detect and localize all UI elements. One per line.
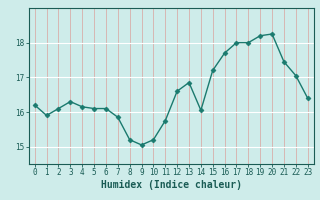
X-axis label: Humidex (Indice chaleur): Humidex (Indice chaleur)	[101, 180, 242, 190]
